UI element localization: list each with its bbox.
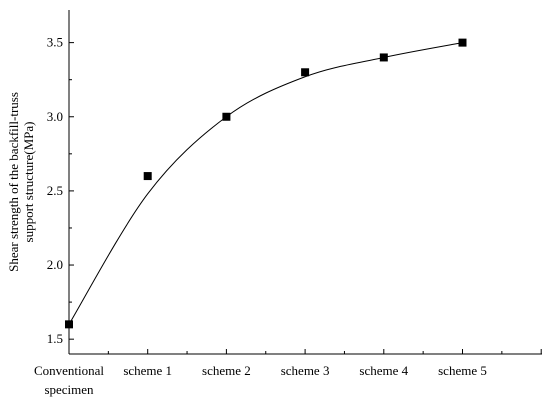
y-tick-label: 2.5: [47, 183, 63, 198]
axes: [68, 10, 542, 355]
data-point: [65, 320, 73, 329]
y-ticks: 1.5 2.0 2.5 3.0 3.5: [47, 35, 74, 346]
x-tick-label: scheme 3: [281, 363, 330, 378]
fit-curve: [68, 42, 463, 325]
x-tick-label: scheme 4: [359, 363, 408, 378]
y-axis-title: Shear strength of the backfill-trusssupp…: [6, 92, 36, 272]
data-point: [143, 172, 152, 181]
data-point: [222, 112, 231, 121]
x-tick-label: scheme 5: [438, 363, 487, 378]
data-point: [458, 38, 467, 47]
y-tick-label: 3.5: [47, 35, 63, 50]
x-ticks: Conventional specimen scheme 1 scheme 2 sche…: [34, 349, 542, 397]
y-tick-label: 2.0: [47, 257, 63, 272]
x-tick-label: scheme 2: [202, 363, 251, 378]
y-axis-title-text: Shear strength of the backfill-trusssupp…: [6, 92, 36, 272]
data-point: [379, 53, 388, 62]
x-tick-label: Conventional specimen: [34, 363, 104, 397]
data-point: [301, 68, 310, 77]
y-tick-label: 3.0: [47, 109, 63, 124]
data-points: [65, 38, 467, 329]
x-tick-label: scheme 1: [123, 363, 172, 378]
y-tick-label: 1.5: [47, 331, 63, 346]
